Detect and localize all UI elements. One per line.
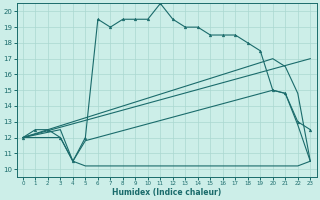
X-axis label: Humidex (Indice chaleur): Humidex (Indice chaleur) (112, 188, 221, 197)
